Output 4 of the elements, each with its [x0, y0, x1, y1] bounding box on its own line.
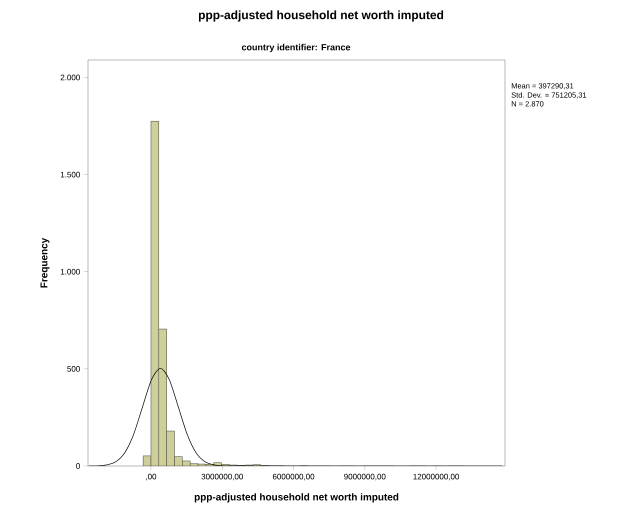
chart-title: ppp-adjusted household net worth imputed	[198, 10, 444, 22]
chart-subtitle: country identifier: France	[242, 44, 350, 52]
y-axis-title: Frequency	[40, 238, 50, 288]
x-axis-title: ppp-adjusted household net worth imputed	[194, 493, 398, 502]
